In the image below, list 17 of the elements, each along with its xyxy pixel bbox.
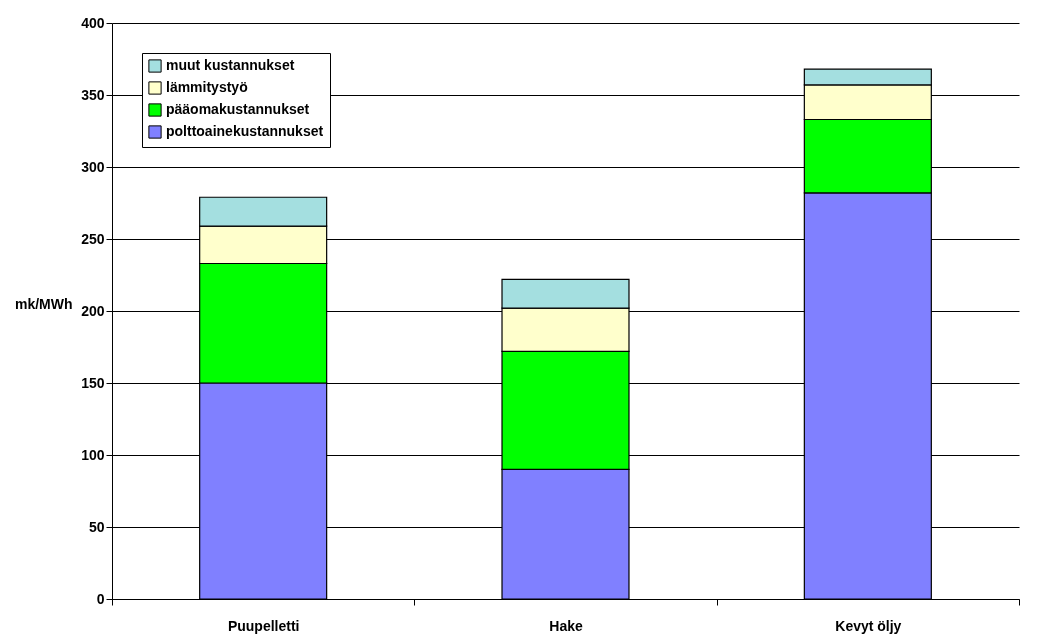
- x-tick-label: Puupelletti: [227, 617, 300, 634]
- y-axis-title: mk/MWh: [14, 295, 73, 312]
- y-tick-label: 400: [81, 14, 105, 31]
- legend-label: muut kustannukset: [166, 57, 295, 73]
- legend-label: lämmitystyö: [166, 79, 248, 95]
- y-tick-label: 300: [81, 158, 105, 175]
- legend-label: pääomakustannukset: [166, 101, 310, 117]
- y-tick-label: 250: [81, 230, 105, 247]
- y-tick-label: 100: [81, 446, 105, 463]
- x-tick-label: Hake: [549, 617, 583, 634]
- y-tick-label: 350: [81, 86, 105, 103]
- y-tick-label: 0: [96, 590, 105, 607]
- y-tick-label: 50: [88, 518, 105, 535]
- legend-label: polttoainekustannukset: [166, 123, 324, 139]
- y-tick-label: 150: [81, 374, 105, 391]
- y-tick-label: 200: [81, 302, 105, 319]
- x-tick-label: Kevyt öljy: [835, 617, 902, 634]
